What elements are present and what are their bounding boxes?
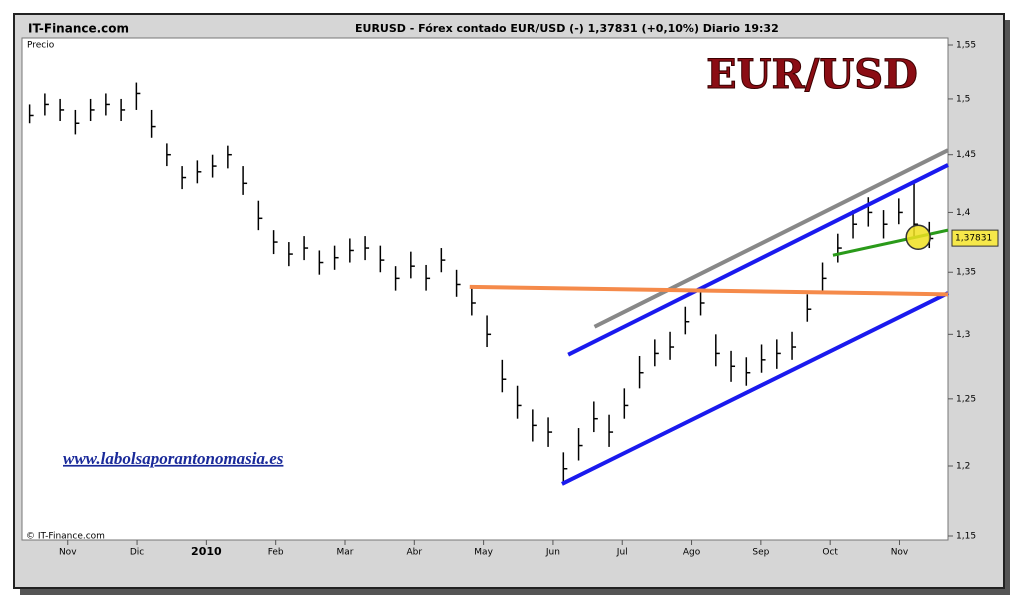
y-tick-label: 1,25 bbox=[956, 394, 976, 404]
y-tick-label: 1,55 bbox=[956, 41, 976, 51]
x-tick-label: Feb bbox=[268, 548, 284, 558]
last-price-box bbox=[951, 229, 999, 247]
highlight-marker bbox=[905, 224, 931, 251]
y-tick-label: 1,5 bbox=[956, 94, 970, 104]
y-tick-label: 1,35 bbox=[956, 268, 976, 278]
y-tick-label: 1,2 bbox=[956, 461, 970, 471]
trendline bbox=[469, 284, 949, 297]
x-tick-label: Nov bbox=[891, 548, 909, 558]
overlay-title: EUR/USD bbox=[706, 51, 918, 98]
x-tick-label: Dic bbox=[130, 548, 144, 558]
source: IT-Finance.com bbox=[28, 22, 129, 36]
x-tick-label: 2010 bbox=[191, 545, 222, 558]
y-label: Precio bbox=[27, 41, 55, 51]
y-tick-label: 1,4 bbox=[956, 208, 971, 218]
trendline bbox=[561, 291, 949, 486]
x-tick-label: Mar bbox=[336, 548, 353, 558]
x-tick-label: Jul bbox=[616, 548, 628, 558]
last-price-label: 1,37831 bbox=[955, 234, 992, 244]
x-tick-label: Nov bbox=[59, 548, 77, 558]
x-tick-label: Sep bbox=[752, 548, 769, 558]
y-tick-label: 1,45 bbox=[956, 150, 976, 160]
trendline bbox=[567, 163, 949, 357]
y-tick-label: 1,15 bbox=[956, 532, 976, 542]
x-tick-label: Abr bbox=[407, 548, 423, 558]
chart-title: EURUSD - Fórex contado EUR/USD (-) 1,378… bbox=[355, 22, 779, 35]
x-tick-label: Ago bbox=[683, 548, 701, 558]
x-tick-label: May bbox=[474, 548, 493, 558]
x-tick-label: Jun bbox=[545, 548, 560, 558]
trendline bbox=[593, 148, 949, 329]
y-tick-label: 1,3 bbox=[956, 330, 970, 340]
copyright: © IT-Finance.com bbox=[26, 532, 105, 542]
website: www.labolsaporantonomasia.es bbox=[63, 449, 284, 468]
x-tick-label: Oct bbox=[822, 548, 838, 558]
